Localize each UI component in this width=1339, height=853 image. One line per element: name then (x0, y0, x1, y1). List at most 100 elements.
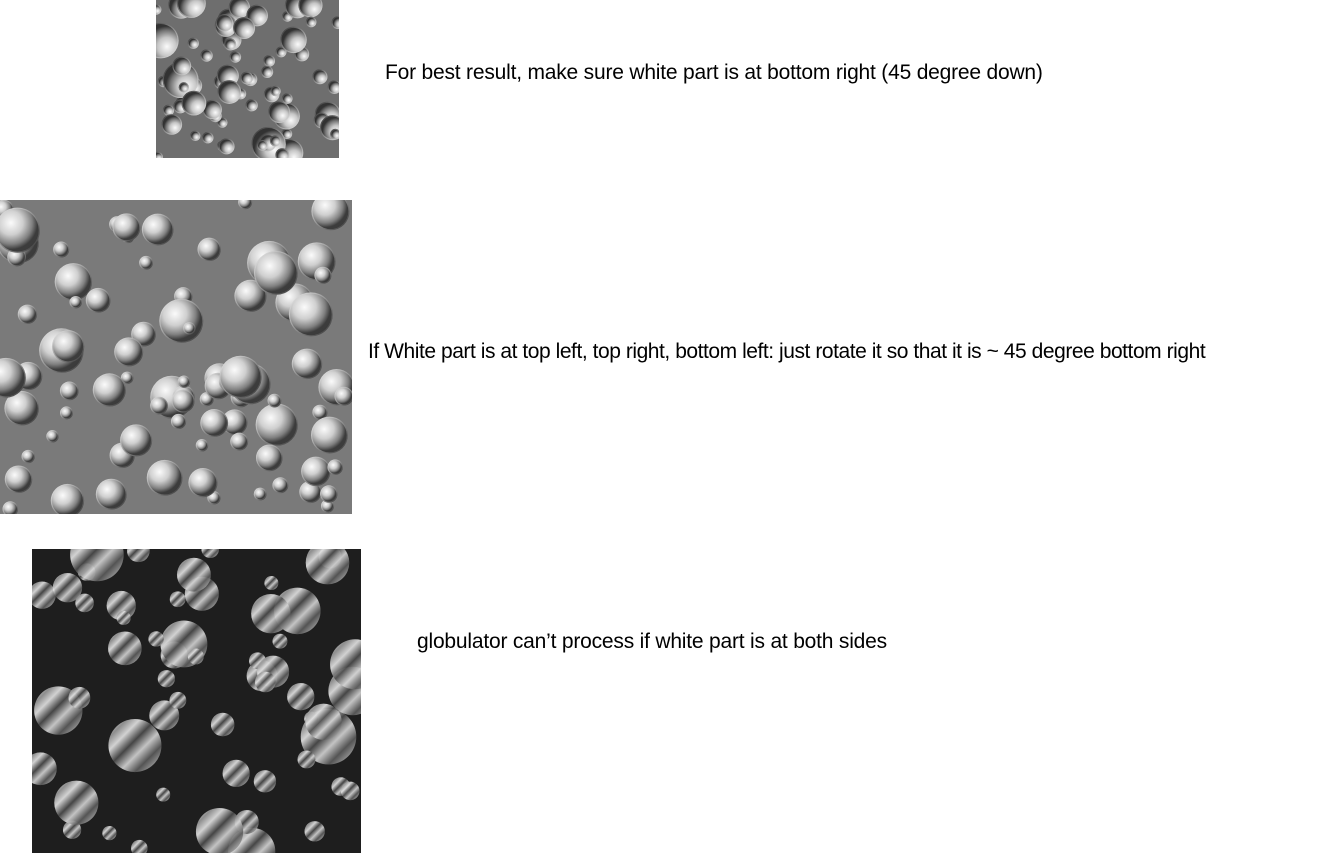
droplet (229, 0, 249, 17)
droplet (5, 466, 32, 492)
droplet (219, 139, 234, 154)
droplet (122, 372, 133, 383)
droplet (172, 415, 185, 428)
droplet (131, 839, 148, 853)
droplet (113, 214, 140, 241)
droplet (32, 752, 57, 786)
droplet (173, 57, 190, 75)
droplet (230, 52, 240, 62)
droplet (330, 639, 361, 690)
droplet (164, 105, 173, 115)
droplet (106, 590, 136, 621)
droplet (241, 72, 253, 84)
droplet (188, 38, 198, 48)
droplet (297, 750, 316, 769)
example-image-bottom-right-highlight (156, 0, 339, 158)
droplet (156, 5, 161, 14)
caption-rotate-instructions: If White part is at top left, top right,… (368, 340, 1206, 363)
droplet (102, 825, 117, 841)
droplet (269, 102, 289, 122)
droplet (239, 200, 251, 209)
droplet (86, 289, 110, 312)
droplet (246, 100, 257, 111)
droplet (149, 700, 180, 731)
droplet (147, 461, 182, 495)
droplet (255, 671, 276, 693)
droplet (255, 252, 297, 294)
droplet (203, 133, 213, 143)
droplet (315, 267, 331, 283)
droplet (292, 349, 322, 378)
droplet (264, 56, 274, 66)
droplet (156, 787, 171, 802)
droplet (299, 0, 322, 17)
droplet (179, 83, 188, 92)
droplet (234, 18, 254, 38)
droplet (115, 338, 143, 366)
droplet (68, 686, 91, 709)
droplet (216, 15, 232, 31)
droplet (3, 502, 17, 514)
droplet (283, 94, 292, 103)
droplet (201, 50, 212, 61)
droplet (140, 257, 152, 269)
droplet (61, 382, 78, 400)
droplet-group (32, 549, 361, 853)
droplet (331, 129, 339, 139)
droplet (182, 91, 206, 115)
droplet (271, 86, 280, 96)
droplet (222, 759, 250, 787)
droplet (143, 214, 173, 245)
droplet (178, 0, 205, 17)
droplet (157, 670, 175, 688)
droplet (312, 200, 349, 230)
droplet (251, 593, 291, 634)
caption-cannot-process: globulator can’t process if white part i… (417, 630, 887, 653)
droplet (225, 39, 236, 50)
droplet (18, 305, 36, 323)
droplet (0, 359, 25, 397)
droplet (322, 500, 333, 512)
droplet (304, 821, 325, 842)
droplet (156, 152, 162, 158)
droplet (93, 374, 125, 406)
droplet (210, 712, 235, 737)
droplet (198, 238, 220, 260)
droplet (340, 781, 360, 801)
droplet (218, 81, 241, 103)
droplet (300, 482, 321, 502)
droplet (332, 17, 339, 28)
example-image-rotate-needed (0, 200, 352, 514)
droplet (169, 691, 187, 709)
droplet (151, 397, 167, 414)
droplet (264, 576, 279, 591)
droplet (96, 479, 126, 509)
droplet (54, 242, 69, 257)
droplet (262, 66, 273, 77)
droplet (156, 24, 178, 58)
droplet (108, 719, 162, 773)
droplet (148, 631, 164, 647)
droplet (203, 101, 221, 118)
droplet (0, 208, 39, 252)
droplet (271, 136, 280, 146)
droplet (53, 331, 84, 362)
droplet (220, 356, 261, 397)
droplet (201, 549, 219, 559)
droplet-group (156, 0, 339, 158)
droplet (201, 410, 227, 436)
droplet (312, 417, 347, 453)
droplet (54, 780, 99, 825)
droplet (70, 549, 124, 582)
droplet (282, 129, 292, 138)
droplet (160, 300, 203, 342)
droplet (172, 390, 194, 412)
droplet (235, 280, 266, 311)
droplet (305, 703, 342, 741)
droplet (178, 376, 189, 387)
droplet (22, 451, 34, 462)
caption-best-result: For best result, make sure white part is… (385, 61, 1043, 84)
droplet (321, 486, 337, 502)
droplet (247, 5, 267, 26)
droplet (313, 70, 327, 84)
